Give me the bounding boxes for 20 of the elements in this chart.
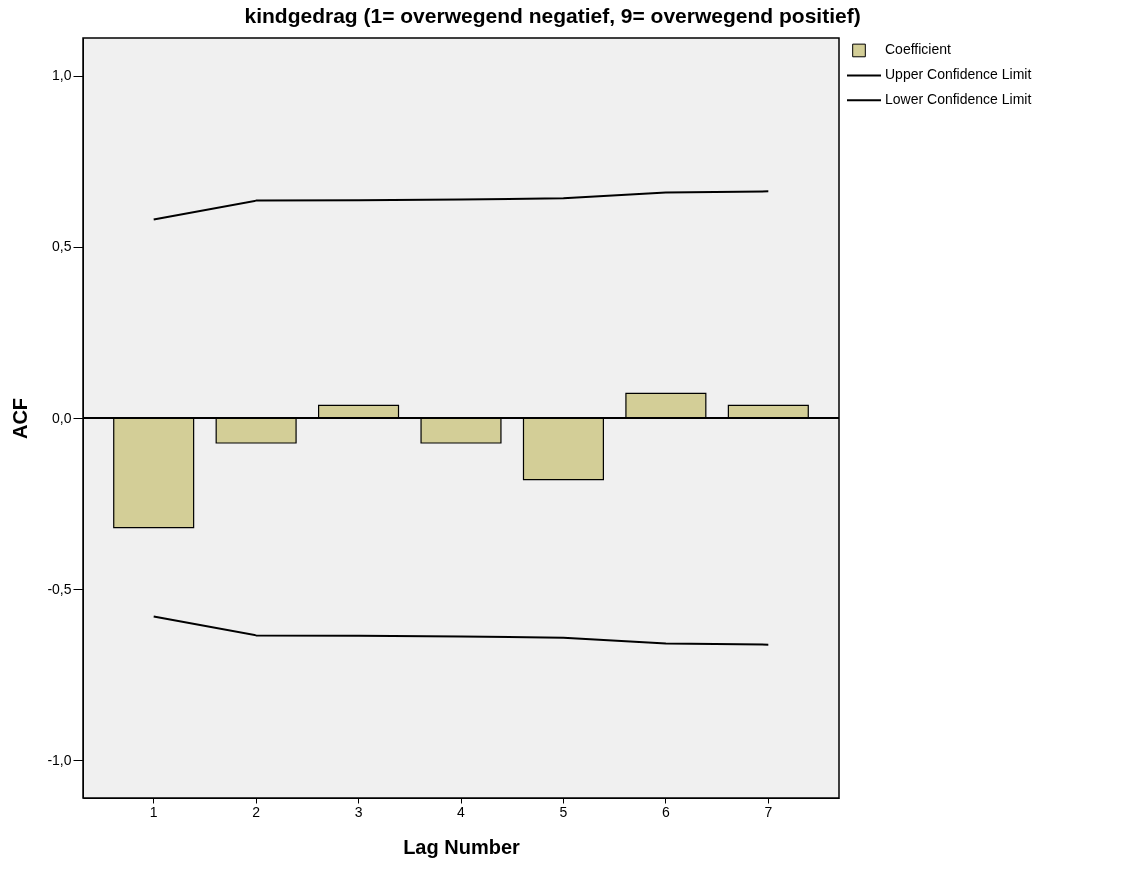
legend-label: Lower Confidence Limit <box>885 91 1032 108</box>
line-series <box>152 190 770 221</box>
x-tick-label: 7 <box>764 803 773 820</box>
chart-title: kindgedrag (1= overwegend negatief, 9= overwegend positief) <box>244 4 861 28</box>
x-axis-title: Lag Number <box>403 835 521 858</box>
x-tick-label: 4 <box>457 803 466 820</box>
y-tick-label: -1,0 <box>47 751 72 768</box>
x-tick-label: 2 <box>252 803 261 820</box>
y-tick-label: -0,5 <box>47 580 72 597</box>
y-tick-label: 0,0 <box>52 409 72 426</box>
x-tick-label: 5 <box>559 803 568 820</box>
x-tick-label: 1 <box>149 803 158 820</box>
legend-label: Upper Confidence Limit <box>885 66 1032 83</box>
x-tick-label: 3 <box>354 803 363 820</box>
x-tick-label: 6 <box>661 803 670 820</box>
y-axis-title: ACF <box>9 397 32 440</box>
line-series <box>152 615 770 646</box>
y-tick-label: 0,5 <box>52 238 72 255</box>
legend-label: Coefficient <box>885 41 951 58</box>
y-tick-label: 1,0 <box>52 67 72 84</box>
